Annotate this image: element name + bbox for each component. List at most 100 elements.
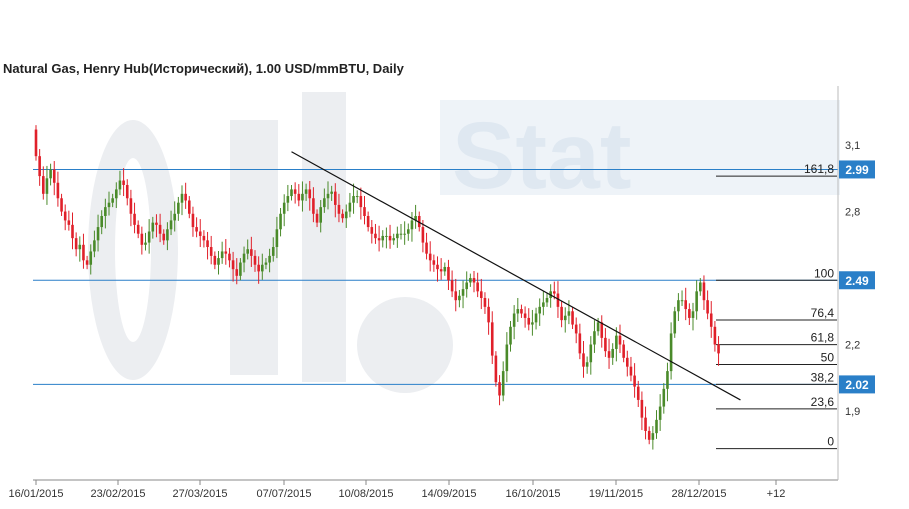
candle bbox=[136, 220, 140, 239]
candle bbox=[498, 375, 501, 406]
candle bbox=[669, 322, 673, 380]
candle-body bbox=[257, 264, 260, 272]
watermark-i bbox=[230, 120, 278, 375]
fib-level-label: 0 bbox=[827, 435, 834, 449]
candle-body bbox=[600, 322, 604, 338]
candle-body bbox=[231, 260, 235, 270]
candle-body bbox=[695, 291, 698, 312]
candle bbox=[538, 298, 541, 326]
candle-body bbox=[655, 419, 658, 434]
candle bbox=[297, 184, 301, 207]
candle bbox=[301, 181, 304, 212]
candle bbox=[494, 351, 498, 387]
candle-body bbox=[290, 189, 293, 197]
candle-body bbox=[162, 233, 166, 241]
candle bbox=[374, 223, 377, 244]
candle-body bbox=[531, 322, 534, 325]
candle-body bbox=[217, 258, 220, 265]
candle bbox=[231, 251, 235, 282]
candle-body bbox=[651, 433, 655, 440]
candle-body bbox=[556, 293, 560, 307]
candle-body bbox=[374, 233, 377, 239]
candle-body bbox=[173, 213, 176, 221]
candle-body bbox=[399, 233, 403, 235]
candle-body bbox=[115, 189, 118, 199]
candle bbox=[268, 248, 271, 273]
candle-body bbox=[636, 386, 640, 400]
candle-body bbox=[407, 229, 410, 234]
candle-body bbox=[410, 220, 414, 230]
candle-body bbox=[71, 224, 74, 239]
candle bbox=[651, 426, 655, 450]
candle-body bbox=[359, 196, 363, 208]
candle-body bbox=[180, 193, 184, 203]
candle bbox=[574, 317, 578, 344]
candle-body bbox=[644, 417, 647, 431]
candle-body bbox=[49, 169, 52, 179]
candle bbox=[523, 306, 527, 328]
candle bbox=[261, 253, 264, 280]
candle bbox=[125, 179, 129, 206]
candle bbox=[96, 214, 100, 252]
candle bbox=[472, 270, 476, 293]
x-tick-label: 10/08/2015 bbox=[338, 488, 393, 500]
candle bbox=[458, 290, 461, 308]
candle bbox=[633, 363, 636, 398]
candle-body bbox=[509, 326, 512, 345]
candle-body bbox=[122, 180, 125, 185]
candle-body bbox=[585, 362, 589, 367]
candle bbox=[636, 380, 640, 408]
candle-body bbox=[82, 244, 85, 261]
candle bbox=[334, 183, 337, 218]
candle bbox=[253, 250, 257, 272]
candle bbox=[585, 356, 589, 374]
candle-body bbox=[553, 291, 556, 294]
candle-body bbox=[271, 247, 275, 256]
candle-body bbox=[67, 220, 71, 225]
candle-body bbox=[582, 353, 585, 367]
candle-body bbox=[505, 344, 509, 372]
candle-body bbox=[74, 238, 78, 250]
candle-body bbox=[56, 182, 60, 199]
candle bbox=[436, 256, 439, 282]
candle-body bbox=[246, 249, 249, 254]
candle bbox=[702, 275, 706, 310]
candle bbox=[658, 394, 662, 431]
candle bbox=[505, 332, 509, 383]
candle bbox=[465, 271, 468, 298]
fib-level-label: 76,4 bbox=[811, 306, 835, 320]
candle bbox=[56, 171, 60, 207]
candle bbox=[67, 210, 71, 231]
candle bbox=[188, 196, 191, 219]
candle bbox=[147, 219, 151, 254]
candle-body bbox=[527, 317, 531, 325]
axes: 16/01/2015 23/02/2015 27/03/2015 07/07/2015… bbox=[8, 86, 860, 500]
candle-body bbox=[334, 191, 337, 205]
candle bbox=[224, 239, 228, 265]
candle bbox=[421, 219, 425, 253]
candle bbox=[578, 323, 582, 360]
candle-body bbox=[629, 366, 633, 376]
candle-body bbox=[417, 215, 421, 228]
candle-body bbox=[147, 231, 151, 243]
candle-body bbox=[640, 399, 644, 418]
candle-body bbox=[545, 297, 549, 303]
candle-body bbox=[618, 335, 622, 345]
candle-body bbox=[626, 357, 629, 367]
candle-body bbox=[323, 198, 326, 208]
candle bbox=[662, 383, 666, 414]
candle-body bbox=[341, 213, 344, 219]
candle bbox=[680, 290, 684, 306]
candle bbox=[71, 212, 74, 250]
candle bbox=[534, 307, 538, 330]
x-tick-label: 07/07/2015 bbox=[256, 488, 311, 500]
candle-body bbox=[443, 266, 447, 272]
candle-body bbox=[523, 313, 527, 318]
candle-body bbox=[242, 253, 246, 263]
candle bbox=[487, 298, 490, 335]
candle-body bbox=[286, 196, 290, 203]
candle-body bbox=[85, 260, 89, 265]
x-tick-label: 27/03/2015 bbox=[172, 488, 227, 500]
candle-body bbox=[490, 322, 494, 356]
candle bbox=[173, 201, 176, 232]
